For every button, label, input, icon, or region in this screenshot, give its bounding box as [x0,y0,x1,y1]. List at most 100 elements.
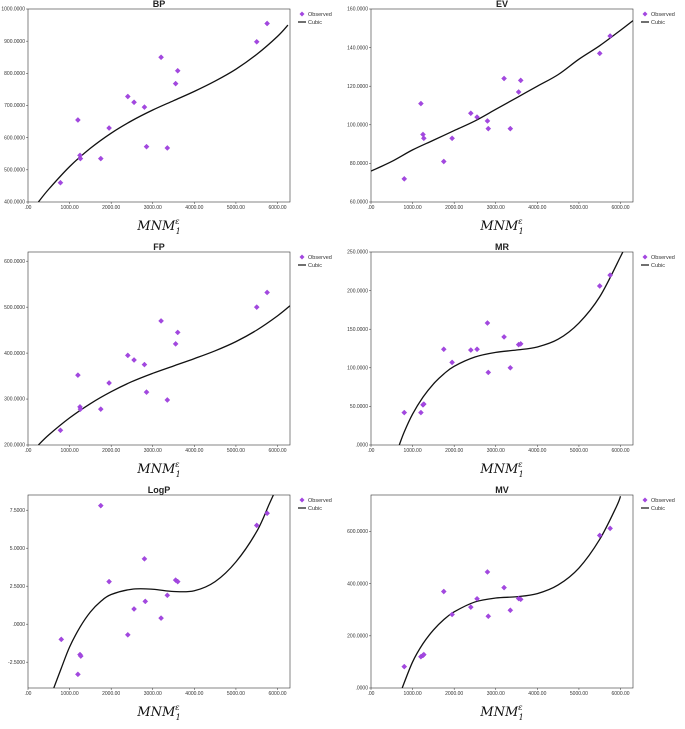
legend-observed-marker [299,11,305,17]
observed-point [449,611,455,618]
observed-point [501,75,507,82]
x-tick-label: 3000.00 [144,448,162,454]
x-axis-label-mr: MNMε 1 [479,460,523,479]
y-tick-label: -2.5000 [8,660,25,666]
observed-point [253,38,260,45]
observed-point [484,118,491,124]
observed-point [507,607,514,614]
x-tick-label: .00 [25,691,32,697]
y-tick-label: 140.0000 [347,45,368,51]
x-tick-label: 6000.00 [268,448,286,454]
observed-point [158,615,164,621]
y-tick-label: 600.0000 [4,259,25,265]
observed-point [77,155,84,162]
observed-point [264,289,270,296]
observed-point [401,409,408,416]
observed-point [264,20,270,27]
observed-point [141,556,148,562]
observed-point [124,352,131,359]
legend-cubic-label: Cubic [308,20,322,26]
chart-bp: BP 400.0000 500.0000 600.0000 700.0000 800.00… [1,0,332,236]
legend-observed-label: Observed [308,498,332,504]
y-tick-label: 700.0000 [4,103,25,109]
observed-point [253,522,260,529]
chart-logp: LogP -2.5000 .0000 2.5000 5.0000 7.5000 .00 100… [8,485,332,722]
chart-panel-bp: BP 400.0000 500.0000 600.0000 700.0000 800.00… [0,0,342,243]
observed-point [418,100,424,107]
chart-title-bp: BP [153,0,166,9]
y-tick-label: 160.0000 [347,7,368,13]
x-tick-label: 4000.00 [185,691,203,697]
legend-bp: Observed Cubic [298,11,332,26]
plot-frame-mr [370,251,634,446]
y-tick-label: 50.0000 [350,404,368,410]
x-tick-label: 3000.00 [487,448,505,454]
observed-point [474,346,480,353]
observed-point [596,532,603,539]
observed-point [467,110,474,117]
observed-point [596,283,603,289]
legend-observed-label: Observed [651,12,675,18]
observed-point [106,380,112,386]
observed-point [467,604,474,610]
observed-point [607,33,613,39]
observed-point [401,176,408,182]
x-tick-label: 4000.00 [185,205,203,211]
cubic-fit-line-fp [37,305,290,445]
cubic-fit-line-mr [398,252,624,445]
observed-point [78,653,84,659]
x-tick-label: 4000.00 [528,448,546,454]
legend-cubic-label: Cubic [308,263,322,269]
observed-point [507,125,514,132]
observed-point [449,359,455,366]
plot-frame-mv [370,494,634,689]
chart-fp: FP 200.0000 300.0000 400.0000 500.0000 600.00… [4,242,332,479]
y-tick-label: 120.0000 [347,84,368,90]
x-axis-label-bp: MNMε 1 [136,217,180,236]
observed-point [485,369,492,376]
observed-point [418,409,424,416]
legend-fp: Observed Cubic [298,254,332,269]
observed-point [467,347,474,353]
y-tick-label: 5.0000 [10,546,26,552]
legend-observed-label: Observed [651,255,675,261]
legend-observed-marker [642,254,648,260]
observed-point [164,145,171,151]
x-tick-label: 6000.00 [268,205,286,211]
observed-point [97,155,104,162]
legend-cubic-label: Cubic [651,506,665,512]
observed-point [174,578,181,585]
x-tick-label: .00 [368,691,375,697]
observed-point [131,357,137,363]
y-tick-label: 400.0000 [4,351,25,357]
x-tick-label: 1000.00 [61,448,79,454]
observed-point [485,125,492,132]
chart-ev: EV 60.0000 80.0000 100.0000 120.0000 140.0000… [347,0,675,236]
x-tick-label: 5000.00 [570,205,588,211]
x-tick-label: 3000.00 [144,691,162,697]
y-tick-label: 400.0000 [4,200,25,206]
observed-point [517,77,524,84]
observed-point [143,389,150,395]
observed-point [58,636,65,643]
observed-point [449,135,455,142]
legend-mv: Observed Cubic [641,497,675,512]
observed-point [474,595,480,602]
observed-point [97,502,104,509]
y-tick-label: 800.0000 [4,71,25,77]
y-tick-label: 500.0000 [4,305,25,311]
y-tick-label: 150.0000 [347,327,368,333]
x-tick-label: 5000.00 [227,691,245,697]
x-tick-label: 1000.00 [404,691,422,697]
observed-point [142,598,149,605]
x-tick-label: 1000.00 [61,691,79,697]
x-tick-label: 2000.00 [102,448,120,454]
chart-mr: MR .0000 50.0000 100.0000 150.0000 200.0000 25… [347,242,675,479]
observed-point [158,318,164,324]
legend-observed-marker [642,11,648,17]
y-tick-label: 1000.0000 [1,7,25,13]
observed-point [106,578,112,585]
y-tick-label: .0000 [355,686,368,692]
y-tick-label: 600.0000 [347,529,368,535]
observed-point [607,272,613,278]
